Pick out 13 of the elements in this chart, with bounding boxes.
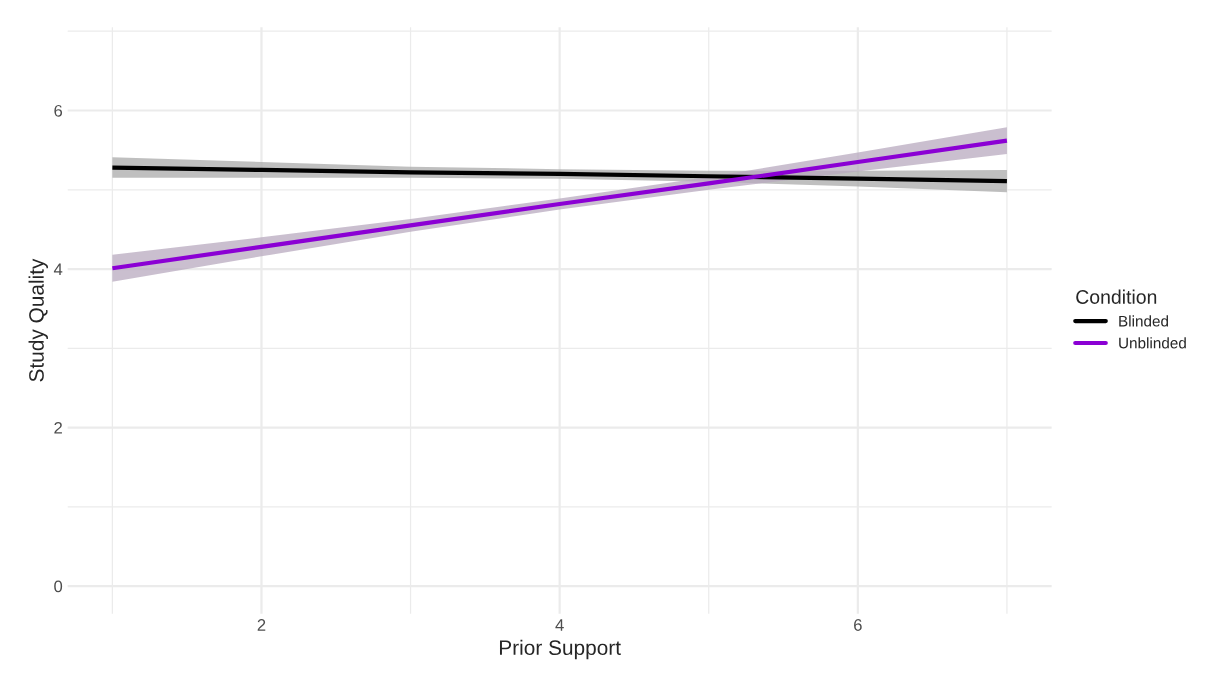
y-axis-title: Study Quality: [28, 258, 48, 382]
x-tick-label: 6: [854, 619, 862, 631]
y-tick-label: 6: [54, 104, 63, 117]
y-tick-label: 2: [54, 421, 62, 434]
x-axis-title: Prior Support: [499, 639, 621, 660]
legend-title: Condition: [1076, 289, 1157, 304]
legend-label: Unblinded: [1119, 337, 1186, 349]
legend-label: Blinded: [1119, 315, 1168, 327]
y-tick-label: 4: [53, 263, 63, 276]
x-tick-label: 2: [257, 619, 266, 631]
x-tick-label: 4: [555, 619, 564, 631]
y-tick-label: 0: [54, 580, 63, 593]
line-series: [110, 165, 1010, 184]
